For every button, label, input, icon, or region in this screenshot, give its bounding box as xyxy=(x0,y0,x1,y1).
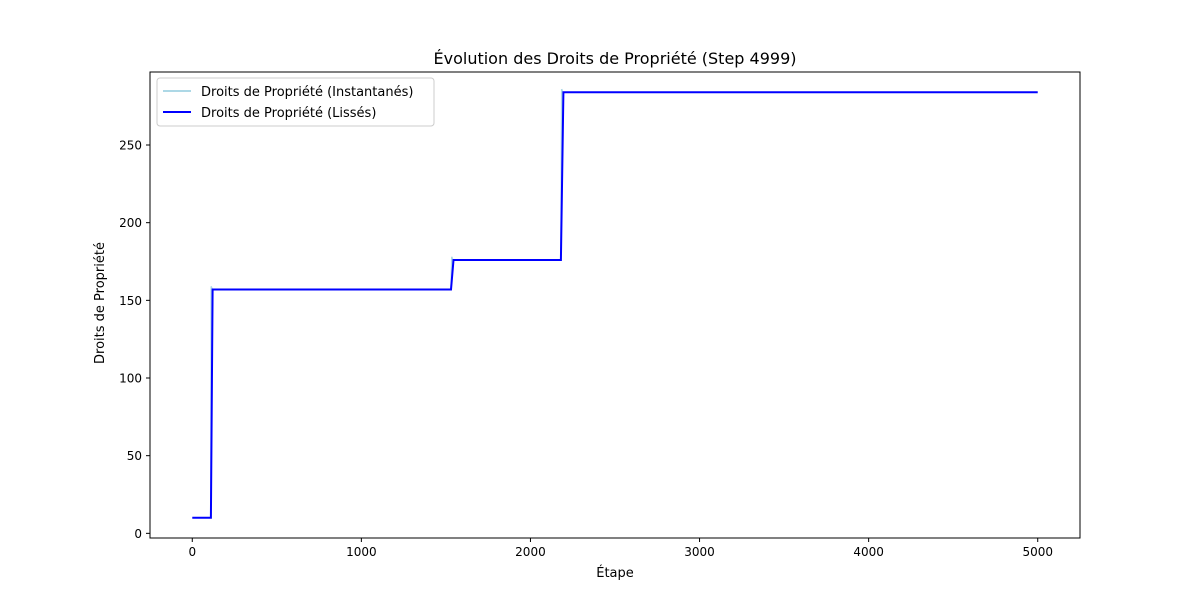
x-axis-label: Étape xyxy=(596,565,634,581)
series-line-smoothed xyxy=(192,91,1038,519)
x-tick-label: 4000 xyxy=(853,545,884,559)
x-axis-ticks: 0 1000 2000 3000 4000 5000 xyxy=(188,538,1053,559)
x-tick-label: 1000 xyxy=(346,545,377,559)
y-axis-ticks: 0 50 100 150 200 250 xyxy=(119,139,150,541)
y-tick-label: 200 xyxy=(119,216,142,230)
legend-label-smoothed: Droits de Propriété (Lissés) xyxy=(201,106,376,121)
y-tick-label: 50 xyxy=(127,449,142,463)
series-line-instant xyxy=(192,88,1038,519)
x-tick-label: 5000 xyxy=(1022,545,1053,559)
x-tick-label: 3000 xyxy=(684,545,715,559)
plot-area xyxy=(149,71,1081,539)
series-layer xyxy=(192,88,1038,519)
y-tick-label: 100 xyxy=(119,372,142,386)
x-tick-label: 0 xyxy=(188,545,196,559)
legend-box xyxy=(156,77,435,127)
legend-label-instant: Droits de Propriété (Instantanés) xyxy=(201,85,413,100)
y-tick-label: 150 xyxy=(119,294,142,308)
axes-frame xyxy=(149,71,1081,539)
legend: Droits de Propriété (Instantanés) Droits… xyxy=(156,77,435,127)
y-axis-label: Droits de Propriété xyxy=(93,242,108,364)
y-tick-label: 250 xyxy=(119,139,142,153)
x-tick-label: 2000 xyxy=(515,545,546,559)
chart-title: Évolution des Droits de Propriété (Step … xyxy=(434,49,797,68)
y-tick-label: 0 xyxy=(134,527,142,541)
